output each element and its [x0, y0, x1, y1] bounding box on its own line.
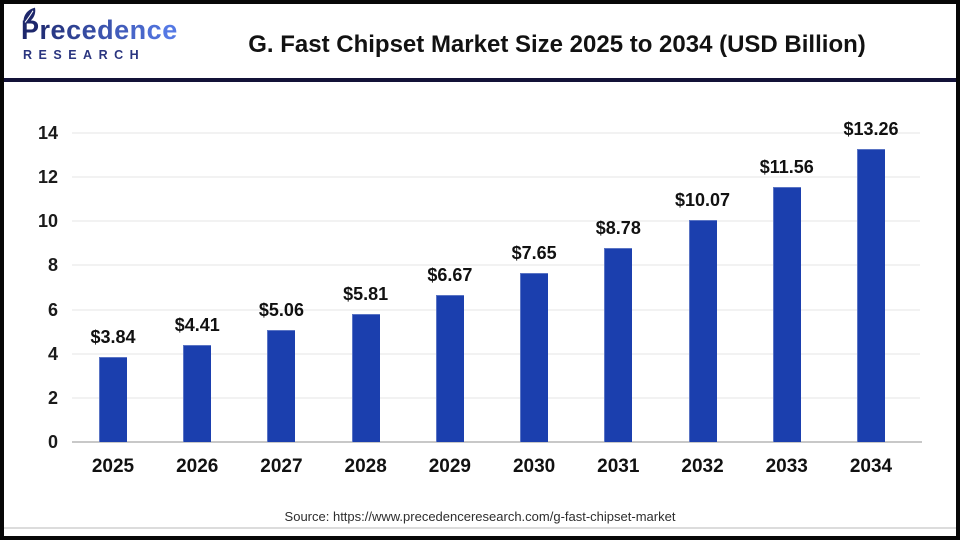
bar-2028	[351, 314, 380, 442]
x-axis-label-2025: 2025	[91, 456, 135, 477]
bar-2027	[267, 330, 296, 442]
bar-2030	[520, 273, 549, 442]
value-label-2025: $3.84	[90, 327, 136, 347]
footer-divider	[4, 527, 956, 529]
bar-2025	[99, 357, 127, 442]
y-axis-tick-6: 6	[47, 299, 58, 320]
x-axis-label-2029: 2029	[428, 456, 472, 477]
logo-letter: c	[146, 15, 163, 45]
x-axis-label-2027: 2027	[260, 456, 303, 477]
bar-2031	[604, 248, 633, 442]
bar-2026	[183, 345, 212, 442]
bar-group-2030: $7.65 2030	[492, 133, 576, 477]
value-label-2034: $13.26	[843, 119, 899, 139]
x-axis-label-2026: 2026	[176, 456, 219, 477]
header: Precedence RESEARCH G. Fast Chipset Mark…	[4, 4, 956, 78]
bar-2029	[435, 295, 464, 442]
gridline-y8	[72, 264, 920, 267]
bar-group-2031: $8.78 2031	[576, 133, 660, 477]
gridline-y2	[72, 396, 920, 399]
bar-2034	[856, 149, 885, 442]
gridline-y14	[72, 132, 920, 134]
bar-group-2026: $4.41 2026	[155, 133, 239, 477]
bar-group-2033: $11.56 2033	[745, 133, 829, 477]
y-axis-tick-8: 8	[47, 255, 58, 276]
leaf-icon	[23, 7, 36, 25]
gridline-y12	[72, 176, 920, 179]
logo-letter: e	[162, 15, 178, 45]
x-axis-label-2028: 2028	[344, 456, 387, 477]
x-axis-label-2034: 2034	[849, 456, 893, 477]
precedence-research-logo: Precedence RESEARCH	[20, 7, 220, 62]
bar-group-2032: $10.07 2032	[661, 133, 745, 477]
bar-chart: 0 2 4 6 8 10 12 14 $3.84 2025 $4.41 2026 $5.06 2027 $5…	[4, 82, 956, 492]
y-axis-tick-0: 0	[47, 432, 58, 452]
gridline-y6	[72, 308, 920, 311]
y-axis-tick-2: 2	[47, 387, 58, 408]
logo-letter: d	[97, 15, 115, 45]
bar-group-2027: $5.06 2027	[239, 133, 323, 477]
bar-2032	[688, 220, 717, 442]
y-axis-tick-14: 14	[37, 123, 58, 143]
bar-group-2029: $6.67 2029	[408, 133, 492, 477]
x-axis-label-2032: 2032	[681, 456, 724, 477]
value-label-2031: $8.78	[595, 218, 641, 238]
logo-letter: c	[66, 15, 82, 45]
value-label-2033: $11.56	[759, 157, 814, 177]
y-axis-tick-12: 12	[37, 167, 58, 188]
x-axis-label-2033: 2033	[765, 456, 808, 477]
bar-group-2025: $3.84 2025	[71, 133, 155, 477]
bar-2033	[772, 187, 801, 442]
bar-group-2034: $13.26 2034	[829, 119, 913, 477]
value-label-2032: $10.07	[675, 190, 731, 210]
x-axis-label-2031: 2031	[597, 456, 640, 477]
gridline-y4	[72, 352, 920, 355]
x-axis-label-2030: 2030	[512, 456, 556, 477]
y-axis-tick-4: 4	[47, 343, 58, 364]
logo-wordmark: Precedence	[20, 7, 220, 45]
gridline-y10	[72, 220, 920, 223]
bar-group-2028: $5.81 2028	[324, 133, 408, 477]
value-label-2029: $6.67	[427, 265, 473, 285]
value-label-2027: $5.06	[258, 300, 304, 320]
logo-letter: e	[50, 15, 67, 45]
chart-title: G. Fast Chipset Market Size 2025 to 2034…	[248, 31, 866, 58]
logo-letter: r	[39, 15, 51, 45]
logo-letter: n	[129, 15, 147, 45]
logo-letter: e	[81, 15, 98, 45]
header-divider	[4, 78, 956, 82]
y-axis-tick-10: 10	[37, 211, 58, 232]
value-label-2030: $7.65	[511, 243, 557, 263]
source-note: Source: https://www.precedenceresearch.c…	[284, 509, 676, 524]
value-label-2028: $5.81	[343, 284, 389, 304]
logo-letter: e	[114, 15, 130, 45]
x-axis-line	[72, 441, 922, 443]
plot-area: 0 2 4 6 8 10 12 14 $3.84 2025 $4.41 2026 $5.06 2027 $5…	[38, 119, 922, 477]
logo-subtext: RESEARCH	[23, 48, 146, 62]
value-label-2026: $4.41	[174, 315, 220, 335]
